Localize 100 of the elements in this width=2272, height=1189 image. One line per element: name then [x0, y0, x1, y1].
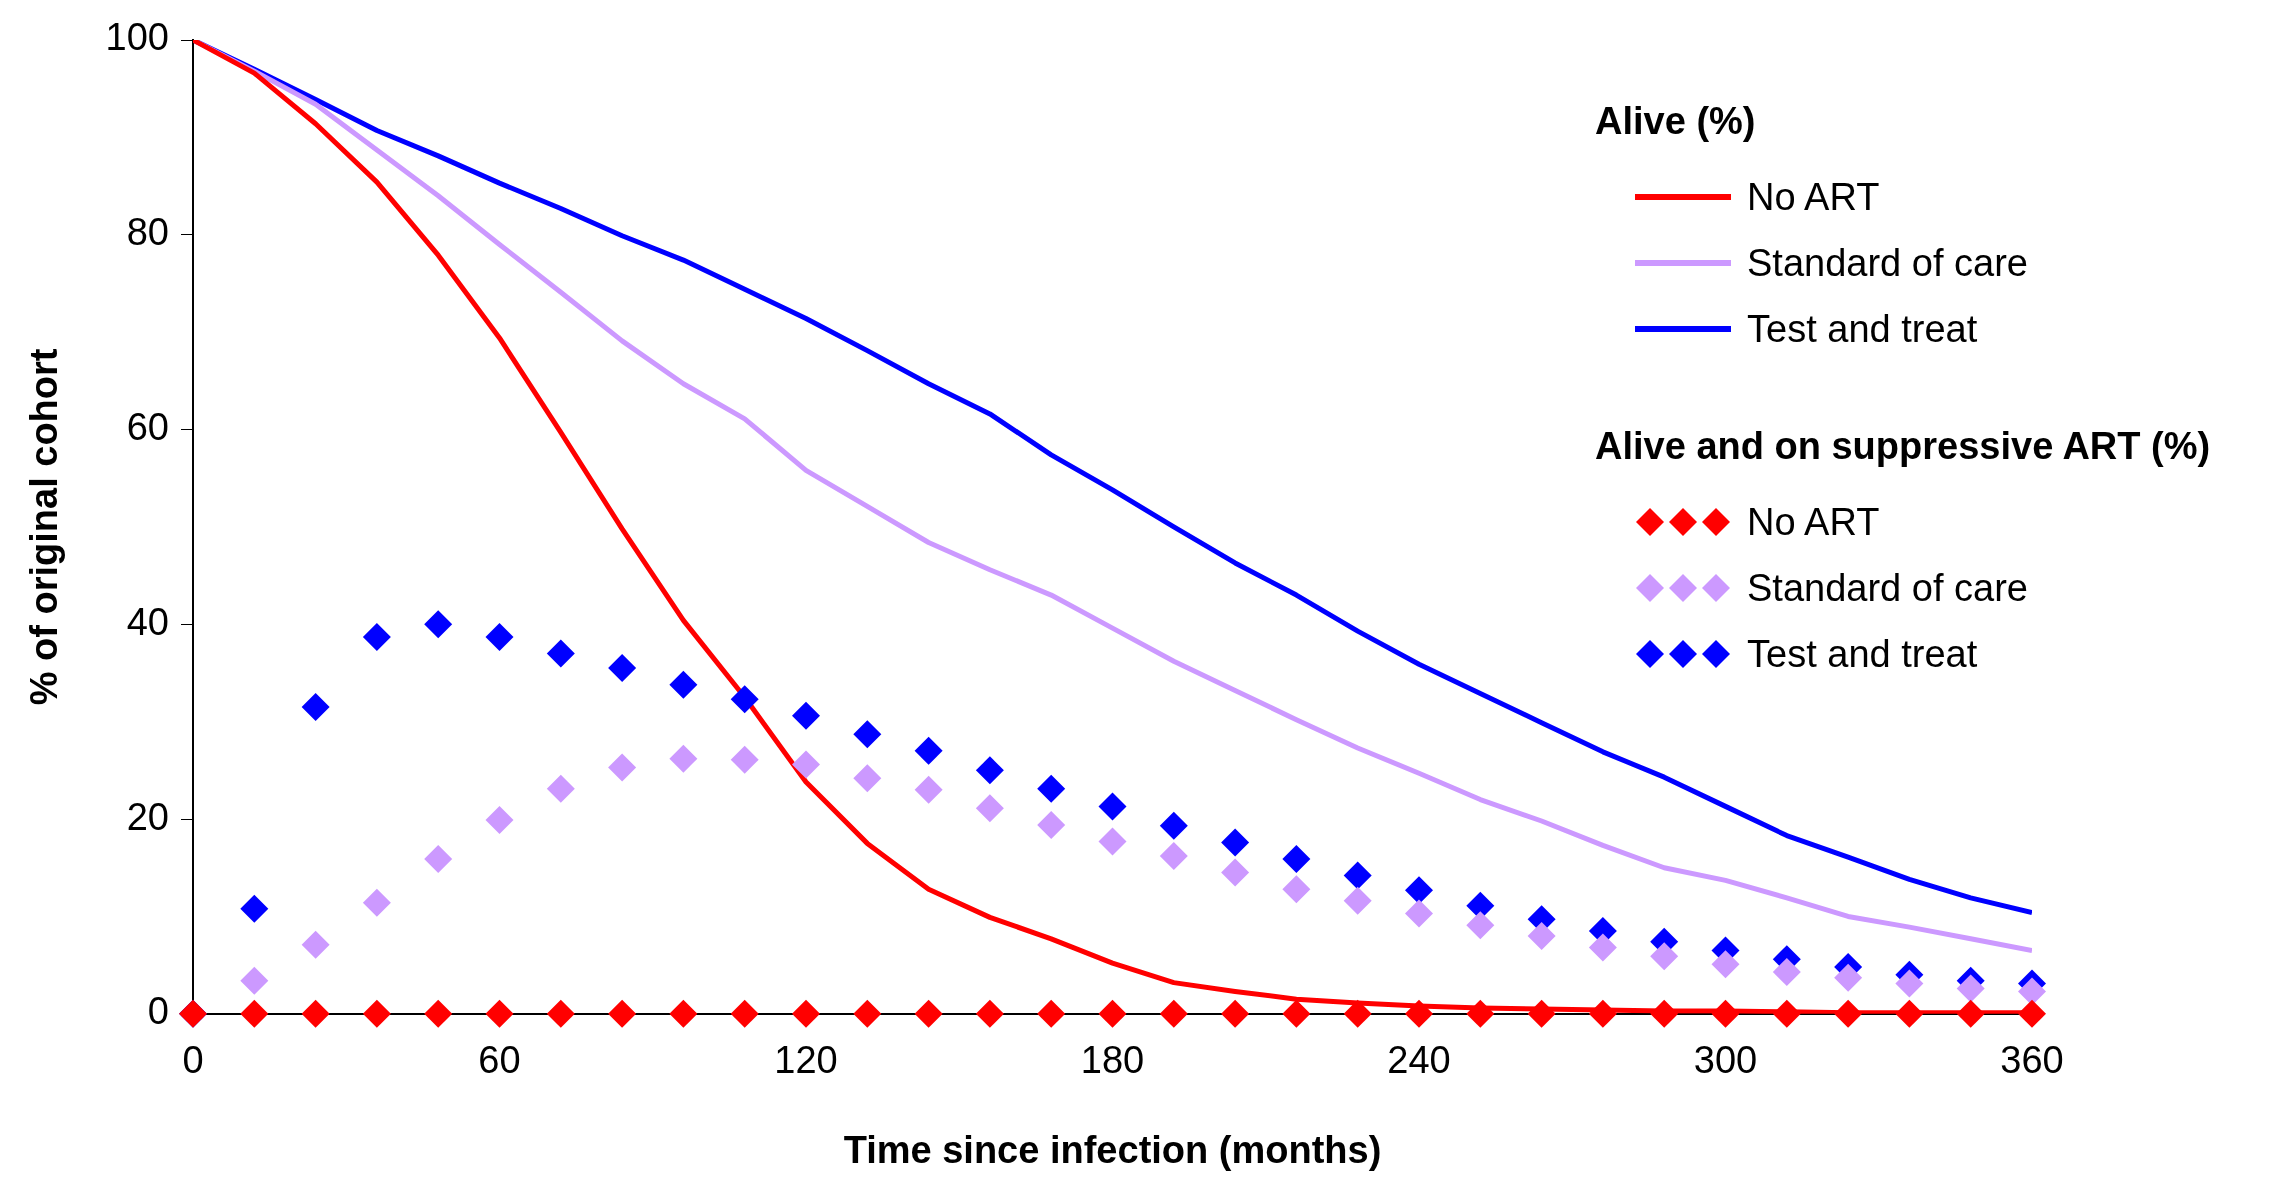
point	[1098, 827, 1127, 856]
legend-label: No ART	[1747, 500, 1880, 544]
point	[301, 999, 330, 1028]
point	[792, 701, 820, 730]
point	[1895, 969, 1924, 998]
point	[424, 999, 453, 1028]
point	[362, 888, 391, 917]
point	[1956, 999, 1985, 1028]
point	[1159, 811, 1188, 840]
point	[608, 654, 637, 683]
point	[975, 999, 1004, 1028]
point	[608, 999, 637, 1028]
y-tick-label: 20	[126, 795, 169, 838]
point	[240, 966, 269, 995]
annotation: Alive and on suppressive ART (%)	[1595, 425, 2211, 468]
point	[1159, 999, 1188, 1028]
legend-label: Standard of care	[1747, 241, 2028, 285]
point	[975, 756, 1004, 785]
point	[669, 999, 698, 1028]
point	[1221, 828, 1250, 857]
point	[1772, 957, 1801, 986]
y-tick-label: 60	[126, 406, 169, 448]
x-tick-label: 60	[478, 1039, 521, 1082]
point	[1588, 933, 1617, 962]
point	[1650, 942, 1679, 971]
x-tick-label: 360	[2000, 1039, 2064, 1082]
point	[1282, 844, 1311, 873]
point	[1343, 886, 1372, 915]
point	[1037, 810, 1066, 839]
point	[546, 639, 575, 668]
point	[1956, 974, 1985, 1003]
point	[730, 685, 759, 714]
point	[424, 844, 453, 873]
point	[669, 744, 698, 773]
point	[669, 670, 698, 699]
point	[1834, 999, 1863, 1028]
point	[1037, 999, 1066, 1028]
point	[1588, 999, 1617, 1028]
point	[975, 794, 1004, 823]
legend-label: Test and treat	[1747, 632, 1978, 676]
point	[914, 736, 943, 765]
point	[485, 999, 514, 1028]
point	[1650, 999, 1679, 1028]
y-axis-title: % of original cohort	[23, 348, 66, 706]
point	[1711, 950, 1740, 979]
point	[730, 745, 759, 774]
point	[853, 764, 882, 793]
point	[546, 774, 575, 803]
point	[1282, 875, 1311, 904]
point	[1037, 774, 1066, 803]
point	[1466, 999, 1495, 1028]
x-tick-label: 180	[1080, 1039, 1145, 1082]
y-tick-label: 40	[126, 600, 169, 643]
point	[792, 750, 820, 779]
point	[853, 999, 882, 1028]
legend-label: Test and treat	[1747, 307, 1978, 351]
point	[853, 720, 882, 749]
point	[1895, 999, 1924, 1028]
point	[424, 610, 453, 639]
annotation: Alive (%)	[1595, 100, 1757, 143]
legend-label: No ART	[1747, 175, 1880, 219]
point	[1098, 999, 1127, 1028]
x-axis-title: Time since infection (months)	[843, 1128, 1382, 1171]
point	[914, 999, 943, 1028]
point	[1159, 842, 1188, 871]
point	[1405, 876, 1433, 905]
x-tick-label: 300	[1693, 1039, 1758, 1082]
point	[1772, 999, 1801, 1028]
x-tick-label: 120	[774, 1039, 838, 1082]
y-tick-label: 100	[105, 16, 169, 59]
point	[1527, 921, 1556, 950]
point	[1405, 899, 1433, 928]
point	[608, 753, 637, 782]
point	[1221, 999, 1250, 1028]
point	[1405, 999, 1433, 1028]
legend-label: Standard of care	[1747, 566, 2028, 610]
point	[2018, 999, 2046, 1028]
y-tick-label: 0	[147, 990, 169, 1033]
x-tick-label: 0	[182, 1039, 204, 1082]
point	[301, 693, 330, 722]
point	[1466, 911, 1495, 940]
point	[485, 622, 514, 651]
point	[362, 622, 391, 651]
point	[730, 999, 759, 1028]
point	[1834, 963, 1863, 992]
point	[1527, 999, 1556, 1028]
point	[1711, 999, 1740, 1028]
point	[1282, 999, 1311, 1028]
point	[1343, 861, 1372, 890]
point	[240, 894, 269, 923]
point	[362, 999, 391, 1028]
point	[301, 930, 330, 959]
y-tick-label: 80	[126, 211, 169, 254]
point	[914, 775, 943, 804]
point	[1221, 858, 1250, 887]
point	[240, 999, 269, 1028]
point	[1098, 792, 1127, 821]
point	[485, 806, 514, 835]
point	[1343, 999, 1372, 1028]
point	[546, 999, 575, 1028]
